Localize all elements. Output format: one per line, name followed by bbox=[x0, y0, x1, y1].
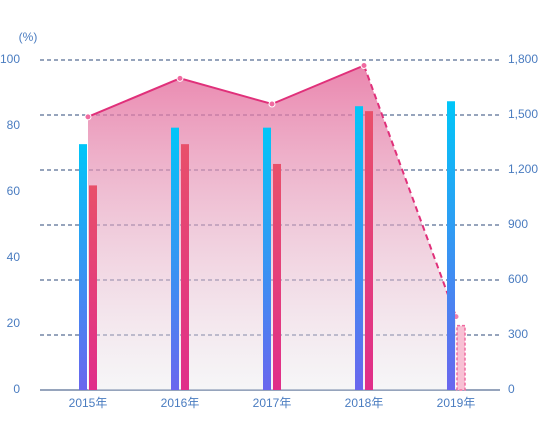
bar bbox=[447, 101, 455, 390]
bar bbox=[273, 163, 281, 390]
y2-tick-label: 300 bbox=[508, 327, 528, 341]
line-point bbox=[84, 113, 92, 121]
bar bbox=[89, 185, 97, 390]
x-tick-label: 2016年 bbox=[161, 396, 200, 410]
x-tick-label: 2018年 bbox=[345, 396, 384, 410]
bar bbox=[171, 127, 179, 391]
bar bbox=[79, 144, 87, 390]
y2-tick-label: 600 bbox=[508, 272, 528, 286]
bar bbox=[365, 111, 373, 391]
x-tick-label: 2019年 bbox=[437, 396, 476, 410]
bar bbox=[456, 324, 466, 391]
line-point bbox=[360, 62, 368, 69]
y2-tick-label: 1,500 bbox=[508, 107, 538, 121]
y-tick-label: 0 bbox=[13, 382, 20, 396]
y-tick-label: 60 bbox=[7, 184, 21, 198]
y-tick-label: 100 bbox=[0, 52, 20, 66]
line-area bbox=[88, 65, 456, 390]
line-projection bbox=[363, 65, 457, 318]
y-axis-label: (%) bbox=[19, 30, 38, 44]
y-tick-label: 80 bbox=[7, 118, 21, 132]
y-tick-label: 40 bbox=[7, 250, 21, 264]
bar bbox=[263, 127, 271, 391]
bar bbox=[181, 144, 189, 390]
x-tick-label: 2017年 bbox=[253, 396, 292, 410]
y2-tick-label: 0 bbox=[508, 382, 515, 396]
line-point bbox=[176, 74, 184, 82]
y2-tick-label: 1,800 bbox=[508, 52, 538, 66]
x-tick-label: 2015年 bbox=[69, 396, 108, 410]
y2-tick-label: 1,200 bbox=[508, 162, 538, 176]
y2-tick-label: 900 bbox=[508, 217, 528, 231]
line bbox=[87, 64, 365, 118]
y-tick-label: 20 bbox=[7, 316, 21, 330]
bar bbox=[355, 106, 363, 390]
line-point bbox=[268, 100, 276, 108]
